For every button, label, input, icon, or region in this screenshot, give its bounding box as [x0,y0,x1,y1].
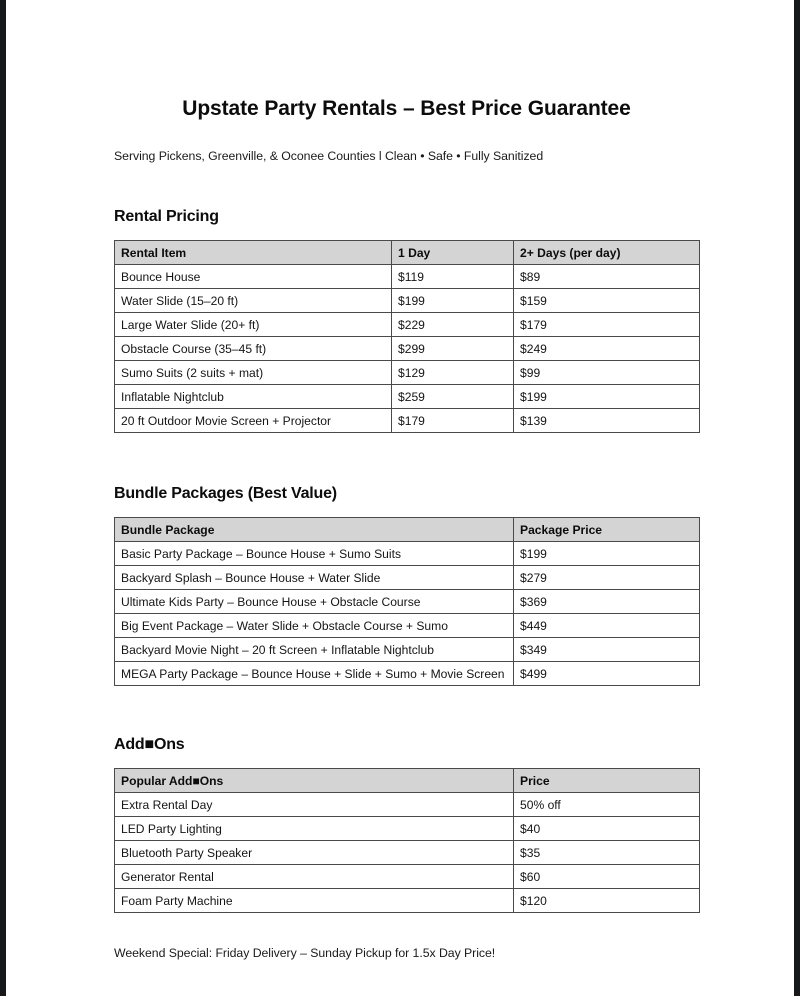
cell-add-on-price: $60 [513,864,700,889]
table-row: Foam Party Machine $120 [114,888,700,913]
cell-one-day-price: $119 [391,264,514,289]
cell-multi-day-price: $199 [513,384,700,409]
page-title: Upstate Party Rentals – Best Price Guara… [182,97,631,120]
table-row: Backyard Splash – Bounce House + Water S… [114,565,700,590]
column-header-price: Price [513,768,700,793]
table-row: Obstacle Course (35–45 ft) $299 $249 [114,336,700,361]
column-header-bundle-package: Bundle Package [114,517,514,542]
table-header-row: Rental Item 1 Day 2+ Days (per day) [114,240,700,265]
cell-add-on-price: $35 [513,840,700,865]
cell-add-on-price: $40 [513,816,700,841]
table-row: Generator Rental $60 [114,864,700,889]
cell-rental-item: Bounce House [114,264,392,289]
cell-multi-day-price: $139 [513,408,700,433]
table-row: Basic Party Package – Bounce House + Sum… [114,541,700,566]
table-header-row: Bundle Package Package Price [114,517,700,542]
cell-add-on-name: Extra Rental Day [114,792,514,817]
cell-rental-item: Large Water Slide (20+ ft) [114,312,392,337]
table-row: Bounce House $119 $89 [114,264,700,289]
table-row: Water Slide (15–20 ft) $199 $159 [114,288,700,313]
cell-bundle-name: MEGA Party Package – Bounce House + Slid… [114,661,514,686]
section-heading-bundle-packages: Bundle Packages (Best Value) [114,485,337,502]
cell-one-day-price: $199 [391,288,514,313]
cell-bundle-price: $369 [513,589,700,614]
column-header-rental-item: Rental Item [114,240,392,265]
cell-bundle-name: Big Event Package – Water Slide + Obstac… [114,613,514,638]
table-row: Inflatable Nightclub $259 $199 [114,384,700,409]
cell-rental-item: 20 ft Outdoor Movie Screen + Projector [114,408,392,433]
document-page: Upstate Party Rentals – Best Price Guara… [6,0,794,996]
cell-one-day-price: $179 [391,408,514,433]
cell-multi-day-price: $89 [513,264,700,289]
column-header-package-price: Package Price [513,517,700,542]
section-heading-add-ons: Add■Ons [114,736,185,753]
table-row: Large Water Slide (20+ ft) $229 $179 [114,312,700,337]
cell-bundle-price: $279 [513,565,700,590]
cell-rental-item: Water Slide (15–20 ft) [114,288,392,313]
cell-bundle-name: Backyard Movie Night – 20 ft Screen + In… [114,637,514,662]
table-row: Backyard Movie Night – 20 ft Screen + In… [114,637,700,662]
cell-bundle-name-text: MEGA Party Package – Bounce House + Slid… [121,666,505,681]
cell-add-on-price: $120 [513,888,700,913]
cell-bundle-price: $499 [513,661,700,686]
cell-multi-day-price: $179 [513,312,700,337]
table-row: MEGA Party Package – Bounce House + Slid… [114,661,700,686]
table-row: LED Party Lighting $40 [114,816,700,841]
cell-bundle-name: Ultimate Kids Party – Bounce House + Obs… [114,589,514,614]
column-header-popular-add-ons: Popular Add■Ons [114,768,514,793]
cell-bundle-price: $349 [513,637,700,662]
cell-bundle-price: $449 [513,613,700,638]
table-row: Ultimate Kids Party – Bounce House + Obs… [114,589,700,614]
add-ons-table: Popular Add■Ons Price Extra Rental Day 50… [114,768,700,913]
cell-bundle-price: $199 [513,541,700,566]
cell-rental-item: Obstacle Course (35–45 ft) [114,336,392,361]
cell-one-day-price: $299 [391,336,514,361]
cell-add-on-name: Generator Rental [114,864,514,889]
cell-rental-item: Sumo Suits (2 suits + mat) [114,360,392,385]
column-header-one-day: 1 Day [391,240,514,265]
bundle-packages-table: Bundle Package Package Price Basic Party… [114,517,700,686]
cell-multi-day-price: $99 [513,360,700,385]
cell-rental-item: Inflatable Nightclub [114,384,392,409]
cell-add-on-name: LED Party Lighting [114,816,514,841]
weekend-special-note: Weekend Special: Friday Delivery – Sunda… [114,946,496,960]
page-subtitle: Serving Pickens, Greenville, & Oconee Co… [114,149,544,163]
cell-add-on-name: Bluetooth Party Speaker [114,840,514,865]
table-row: Extra Rental Day 50% off [114,792,700,817]
cell-bundle-name: Basic Party Package – Bounce House + Sum… [114,541,514,566]
column-header-multi-day: 2+ Days (per day) [513,240,700,265]
rental-pricing-table: Rental Item 1 Day 2+ Days (per day) Boun… [114,240,700,433]
section-heading-rental-pricing: Rental Pricing [114,208,219,225]
table-row: 20 ft Outdoor Movie Screen + Projector $1… [114,408,700,433]
cell-multi-day-price: $159 [513,288,700,313]
cell-one-day-price: $129 [391,360,514,385]
table-header-row: Popular Add■Ons Price [114,768,700,793]
cell-one-day-price: $259 [391,384,514,409]
cell-add-on-name: Foam Party Machine [114,888,514,913]
table-row: Sumo Suits (2 suits + mat) $129 $99 [114,360,700,385]
document-body: Upstate Party Rentals – Best Price Guara… [108,0,700,960]
table-row: Bluetooth Party Speaker $35 [114,840,700,865]
cell-add-on-price: 50% off [513,792,700,817]
cell-one-day-price: $229 [391,312,514,337]
cell-multi-day-price: $249 [513,336,700,361]
table-row: Big Event Package – Water Slide + Obstac… [114,613,700,638]
cell-bundle-name: Backyard Splash – Bounce House + Water S… [114,565,514,590]
